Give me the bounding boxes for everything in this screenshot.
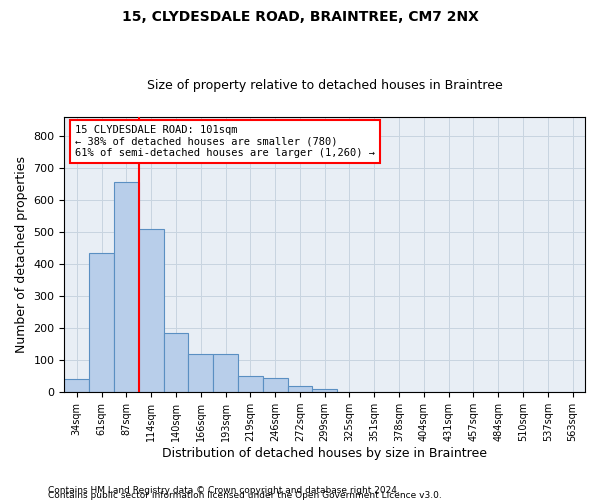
Text: 15, CLYDESDALE ROAD, BRAINTREE, CM7 2NX: 15, CLYDESDALE ROAD, BRAINTREE, CM7 2NX bbox=[122, 10, 478, 24]
Bar bbox=[263, 378, 287, 392]
Bar bbox=[213, 354, 238, 392]
Bar bbox=[287, 386, 313, 392]
Bar bbox=[188, 354, 213, 392]
Y-axis label: Number of detached properties: Number of detached properties bbox=[15, 156, 28, 353]
Bar bbox=[89, 253, 114, 392]
X-axis label: Distribution of detached houses by size in Braintree: Distribution of detached houses by size … bbox=[162, 447, 487, 460]
Text: Contains HM Land Registry data © Crown copyright and database right 2024.: Contains HM Land Registry data © Crown c… bbox=[48, 486, 400, 495]
Bar bbox=[238, 376, 263, 392]
Text: Contains public sector information licensed under the Open Government Licence v3: Contains public sector information licen… bbox=[48, 491, 442, 500]
Title: Size of property relative to detached houses in Braintree: Size of property relative to detached ho… bbox=[147, 79, 503, 92]
Bar bbox=[139, 229, 164, 392]
Text: 15 CLYDESDALE ROAD: 101sqm
← 38% of detached houses are smaller (780)
61% of sem: 15 CLYDESDALE ROAD: 101sqm ← 38% of deta… bbox=[75, 125, 375, 158]
Bar bbox=[64, 380, 89, 392]
Bar bbox=[313, 389, 337, 392]
Bar bbox=[164, 333, 188, 392]
Bar bbox=[114, 182, 139, 392]
